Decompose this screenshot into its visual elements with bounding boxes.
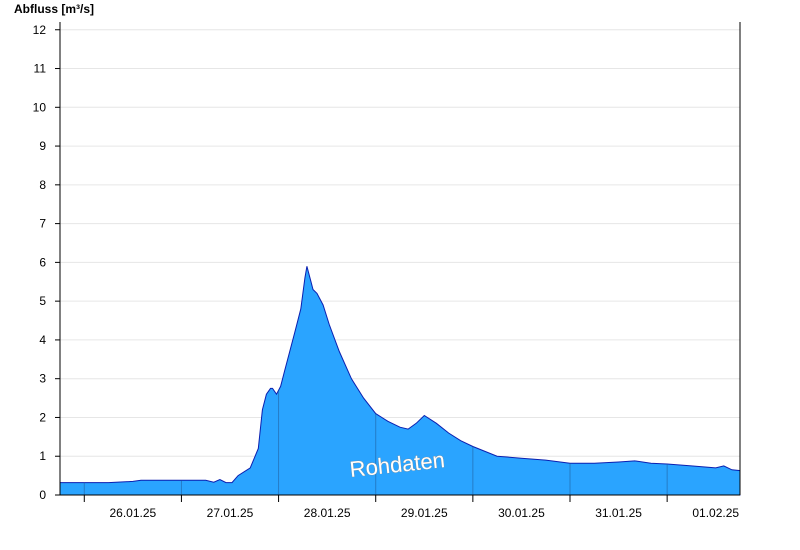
- grid-lines: [60, 29, 740, 457]
- x-tick-label: 30.01.25: [498, 506, 545, 520]
- x-tick-label: 28.01.25: [304, 506, 351, 520]
- y-tick-label: 5: [39, 294, 46, 308]
- y-tick-label: 6: [39, 255, 46, 269]
- discharge-area: [59, 266, 741, 496]
- y-tick-label: 11: [34, 62, 47, 76]
- y-tick-label: 12: [33, 23, 47, 37]
- axes: [59, 22, 741, 496]
- y-axis-label: Abfluss [m³/s]: [14, 2, 94, 16]
- x-axis-ticks: 26.01.25 27.01.25 28.01.25 29.01.25 30.01.25…: [83, 495, 739, 520]
- x-tick-label: 26.01.25: [109, 506, 156, 520]
- y-tick-label: 10: [33, 100, 47, 114]
- y-tick-label: 3: [39, 372, 46, 386]
- x-tick-label: 31.01.25: [595, 506, 642, 520]
- y-tick-label: 4: [39, 333, 46, 347]
- y-tick-label: 2: [39, 410, 46, 424]
- y-tick-label: 9: [39, 139, 46, 153]
- x-tick-label: 29.01.25: [401, 506, 448, 520]
- y-tick-label: 0: [39, 488, 46, 502]
- y-tick-label: 8: [39, 178, 46, 192]
- day-boundary-lines: [83, 390, 668, 495]
- x-tick-label: 01.02.25: [692, 506, 739, 520]
- y-tick-label: 7: [39, 217, 46, 231]
- x-tick-label: 27.01.25: [207, 506, 254, 520]
- y-tick-label: 1: [39, 449, 46, 463]
- discharge-series-area: [59, 266, 741, 496]
